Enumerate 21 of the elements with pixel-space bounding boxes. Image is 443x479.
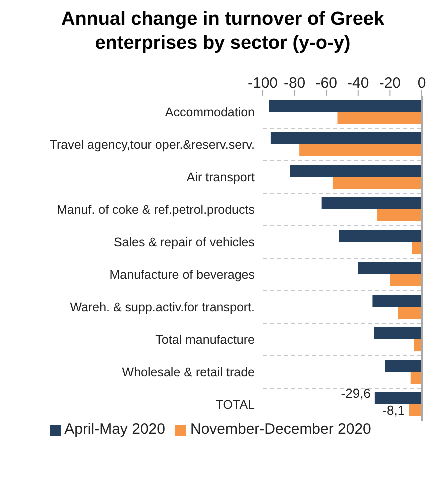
y-tick-label: Sales & repair of vehicles bbox=[114, 236, 255, 250]
y-tick-label: Manuf. of coke & ref.petrol.products bbox=[56, 203, 255, 218]
y-tick-label: Wholesale & retail trade bbox=[122, 366, 256, 380]
y-tick-label: TOTAL bbox=[216, 398, 256, 412]
legend-label: April-May 2020 bbox=[64, 421, 166, 438]
data-label: -8,1 bbox=[382, 403, 406, 418]
y-tick-label: Accommodation bbox=[165, 106, 256, 120]
chart-title: Annual change in turnover of Greek enterprises by sector (y-o-y) bbox=[60, 8, 386, 56]
x-tick-label: -100 bbox=[248, 75, 278, 92]
data-label: -29,6 bbox=[341, 386, 371, 401]
y-tick-label: Wareh. & supp.activ.for transport. bbox=[70, 300, 255, 315]
x-tick-label: -80 bbox=[284, 75, 306, 92]
x-tick-label: -20 bbox=[379, 75, 402, 92]
y-tick-label: Air transport bbox=[186, 170, 256, 185]
x-tick-label: -60 bbox=[316, 75, 338, 92]
x-tick-label: -40 bbox=[348, 75, 370, 92]
x-tick-label: 0 bbox=[418, 75, 426, 92]
legend-label: November-December 2020 bbox=[190, 421, 372, 438]
y-tick-label: Total manufacture bbox=[156, 333, 256, 348]
y-tick-label: Travel agency,tour oper.&reserv.serv. bbox=[50, 138, 255, 152]
y-tick-label: Manufacture of beverages bbox=[110, 268, 255, 282]
